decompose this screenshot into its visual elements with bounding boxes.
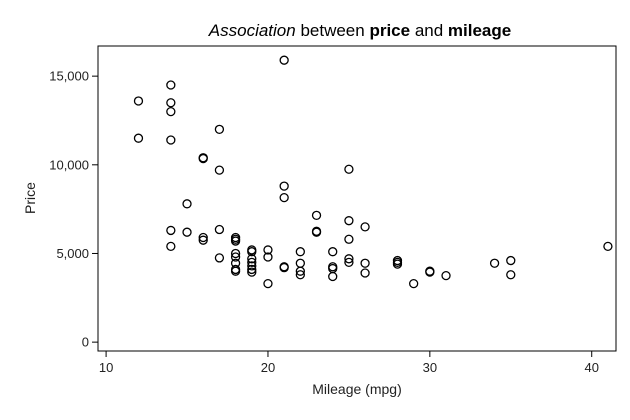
scatter-point <box>279 263 289 273</box>
scatter-point <box>166 106 176 117</box>
scatter-point <box>166 225 176 236</box>
scatter-point <box>230 252 241 262</box>
scatter-point <box>295 247 305 257</box>
y-tick-label: 5,000 <box>56 246 89 261</box>
scatter-point <box>360 268 370 278</box>
scatter-point <box>166 241 176 252</box>
scatter-point <box>263 252 273 262</box>
scatter-point <box>214 124 225 134</box>
scatter-point <box>133 133 144 143</box>
scatter-point <box>344 257 354 267</box>
scatter-point <box>230 248 241 259</box>
chart-title-part: mileage <box>448 21 511 40</box>
y-tick-label: 10,000 <box>49 157 89 172</box>
scatter-point <box>360 258 370 268</box>
scatter-point <box>311 227 322 237</box>
scatter-point <box>198 153 208 164</box>
scatter-point <box>247 264 257 275</box>
scatter-point <box>409 278 419 289</box>
x-tick-label: 10 <box>99 360 113 375</box>
x-tick-label: 30 <box>423 360 437 375</box>
x-axis: 10 20 30 40 <box>99 351 599 375</box>
y-tick-label: 15,000 <box>49 69 89 84</box>
chart-title-part: price <box>369 21 410 40</box>
scatter-point <box>166 98 176 108</box>
scatter-point <box>247 257 257 267</box>
scatter-point <box>489 258 500 268</box>
scatter-point <box>344 164 354 174</box>
chart-title-part: Association <box>208 21 296 40</box>
scatter-point <box>506 255 516 266</box>
scatter-point <box>279 55 289 65</box>
scatter-point <box>344 234 354 244</box>
scatter-point <box>247 254 257 264</box>
chart-title: Association between price and mileage <box>208 21 511 40</box>
scatter-point <box>214 165 225 175</box>
scatter-point <box>603 241 613 252</box>
scatter-point <box>344 254 354 264</box>
x-axis-title: Mileage (mpg) <box>312 381 401 397</box>
scatter-point <box>295 266 305 276</box>
scatter-point <box>166 80 176 90</box>
x-tick-label: 40 <box>584 360 598 375</box>
scatter-point <box>182 227 192 237</box>
scatter-point <box>279 181 289 191</box>
scatter-point <box>166 135 176 145</box>
scatter-point <box>328 271 338 282</box>
scatter-point <box>360 222 370 232</box>
scatter-point <box>214 224 225 235</box>
scatter-point <box>328 247 338 257</box>
scatter-point <box>425 267 435 277</box>
y-tick-label: 0 <box>82 335 89 350</box>
scatter-point <box>344 216 354 226</box>
scatter-point <box>230 236 241 246</box>
scatter-point <box>295 270 305 280</box>
scatter-point <box>198 235 208 245</box>
scatter-point <box>263 278 273 289</box>
y-axis: 0 5,000 10,000 15,000 <box>49 69 98 350</box>
scatter-point <box>214 253 225 263</box>
scatter-point <box>198 232 208 243</box>
chart-title-part: and <box>410 21 448 40</box>
scatter-point <box>279 192 289 203</box>
x-tick-label: 20 <box>261 360 275 375</box>
scatter-point <box>311 210 322 221</box>
y-axis-title: Price <box>22 182 38 214</box>
chart-title-part: between <box>296 21 370 40</box>
scatter-point <box>247 247 257 257</box>
scatter-point <box>263 245 273 255</box>
scatter-point <box>506 270 516 280</box>
scatter-point <box>133 96 144 106</box>
data-points <box>133 55 613 289</box>
scatter-point <box>230 266 241 276</box>
scatter-point <box>182 199 192 209</box>
plot-frame <box>97 45 617 352</box>
scatter-point <box>392 259 403 269</box>
scatter-point <box>441 270 451 281</box>
scatter-point <box>247 267 257 277</box>
scatter-point <box>247 261 257 271</box>
